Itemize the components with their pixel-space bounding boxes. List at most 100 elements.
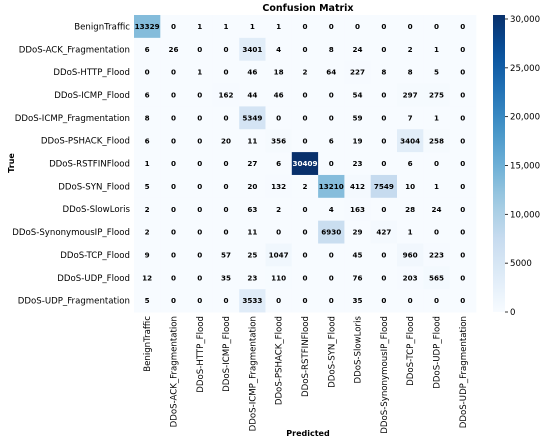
cell-value-label: 162 [219, 91, 234, 100]
heatmap-cell [449, 106, 477, 130]
cell-value-label: 565 [429, 273, 444, 282]
heatmap-cell [291, 15, 319, 39]
heatmap-cell [344, 83, 372, 107]
heatmap-cell [291, 174, 319, 199]
cell-value-label: 2 [302, 182, 307, 191]
heatmap-cell [134, 266, 161, 290]
heatmap-cell [160, 266, 187, 290]
heatmap-cell [186, 243, 214, 267]
cell-value-label: 0 [171, 91, 176, 100]
colorbar-tick-label: 15,000 [510, 162, 540, 172]
cell-value-label: 223 [429, 251, 444, 260]
cell-value-label: 0 [302, 45, 307, 54]
cell-value-label: 0 [224, 159, 229, 168]
cell-value-label: 203 [403, 273, 418, 282]
cell-value-label: 0 [302, 113, 307, 122]
chart-title: Confusion Matrix [262, 3, 353, 14]
heatmap-cell [397, 152, 424, 176]
cell-value-label: 0 [197, 91, 202, 100]
cell-value-label: 6 [145, 136, 150, 145]
heatmap-cell [186, 174, 214, 199]
cell-value-label: 3533 [242, 296, 262, 305]
cell-value-label: 0 [171, 159, 176, 168]
cell-value-label: 0 [355, 22, 360, 31]
heatmap-cell [423, 174, 450, 199]
heatmap-cell [160, 289, 187, 313]
heatmap-cell [370, 197, 398, 222]
cell-value-label: 0 [197, 136, 202, 145]
cell-value-label: 10 [405, 182, 415, 191]
heatmap-cell [397, 220, 424, 244]
heatmap-cell [449, 83, 477, 107]
x-tick-label: DDoS-PSHACK_Flood [275, 316, 285, 405]
cell-value-label: 19 [353, 136, 363, 145]
heatmap-cell [423, 266, 450, 290]
heatmap-cell [397, 106, 424, 130]
cell-value-label: 6 [408, 159, 413, 168]
heatmap-cell [344, 37, 372, 62]
cell-value-label: 0 [329, 273, 334, 282]
y-tick-label: DDoS-PSHACK_Flood [41, 137, 130, 147]
x-tick-label: DDoS-ACK_Fragmentation [169, 316, 179, 427]
cell-value-label: 1047 [269, 251, 289, 260]
cell-value-label: 4 [329, 205, 334, 214]
heatmap-cell [318, 243, 345, 267]
cell-value-label: 1 [145, 159, 150, 168]
x-tick-label: DDoS-UDP_Fragmentation [459, 316, 469, 428]
cell-value-label: 0 [381, 159, 386, 168]
cell-value-label: 0 [460, 91, 465, 100]
cell-value-label: 23 [247, 273, 257, 282]
heatmap-cell [160, 152, 187, 176]
heatmap-cell [186, 15, 214, 39]
colorbar-tick-label: 30,000 [510, 15, 540, 25]
x-tick-label: DDoS-UDP_Flood [432, 316, 442, 389]
heatmap-cell [318, 37, 345, 62]
cell-value-label: 0 [329, 91, 334, 100]
cell-value-label: 18 [274, 68, 284, 77]
cell-value-label: 0 [197, 182, 202, 191]
x-tick-label: BenignTraffic [143, 316, 153, 372]
cell-value-label: 0 [302, 251, 307, 260]
heatmap-cell [397, 266, 424, 290]
cell-value-label: 0 [276, 228, 281, 237]
cell-value-label: 11 [247, 136, 257, 145]
y-tick-label: DDoS-SYN_Flood [58, 182, 130, 192]
cell-value-label: 0 [381, 45, 386, 54]
cell-value-label: 0 [408, 22, 413, 31]
cell-value-label: 0 [224, 182, 229, 191]
heatmap-cell [239, 197, 266, 222]
heatmap-cell [239, 152, 266, 176]
heatmap-cell [186, 129, 214, 153]
y-tick-label: DDoS-HTTP_Flood [53, 68, 130, 78]
cell-value-label: 46 [274, 91, 284, 100]
cell-value-label: 0 [381, 136, 386, 145]
heatmap-cell [265, 15, 293, 39]
heatmap-cell [370, 106, 398, 130]
heatmap-cell [318, 174, 345, 199]
cell-value-label: 1 [197, 22, 202, 31]
heatmap-cell [186, 197, 214, 222]
cell-value-label: 0 [460, 273, 465, 282]
cell-value-label: 0 [460, 68, 465, 77]
cell-value-label: 3401 [242, 45, 262, 54]
cell-value-label: 2 [276, 205, 281, 214]
cell-value-label: 0 [460, 205, 465, 214]
cell-value-label: 0 [381, 113, 386, 122]
heatmap-cell [291, 289, 319, 313]
heatmap-cell [318, 266, 345, 290]
y-tick-label: DDoS-ICMP_Fragmentation [15, 114, 130, 124]
cell-value-label: 0 [171, 251, 176, 260]
heatmap-cell [160, 37, 187, 62]
y-tick-label: DDoS-TCP_Flood [60, 251, 130, 261]
cell-value-label: 1 [197, 68, 202, 77]
heatmap-cell [160, 106, 187, 130]
cell-value-label: 1 [276, 22, 281, 31]
heatmap-cell [397, 129, 424, 153]
cell-value-label: 0 [381, 251, 386, 260]
cell-value-label: 0 [197, 205, 202, 214]
cell-value-label: 6 [276, 159, 281, 168]
heatmap-cell [239, 15, 266, 39]
cell-value-label: 1 [408, 228, 413, 237]
cell-value-label: 0 [302, 228, 307, 237]
